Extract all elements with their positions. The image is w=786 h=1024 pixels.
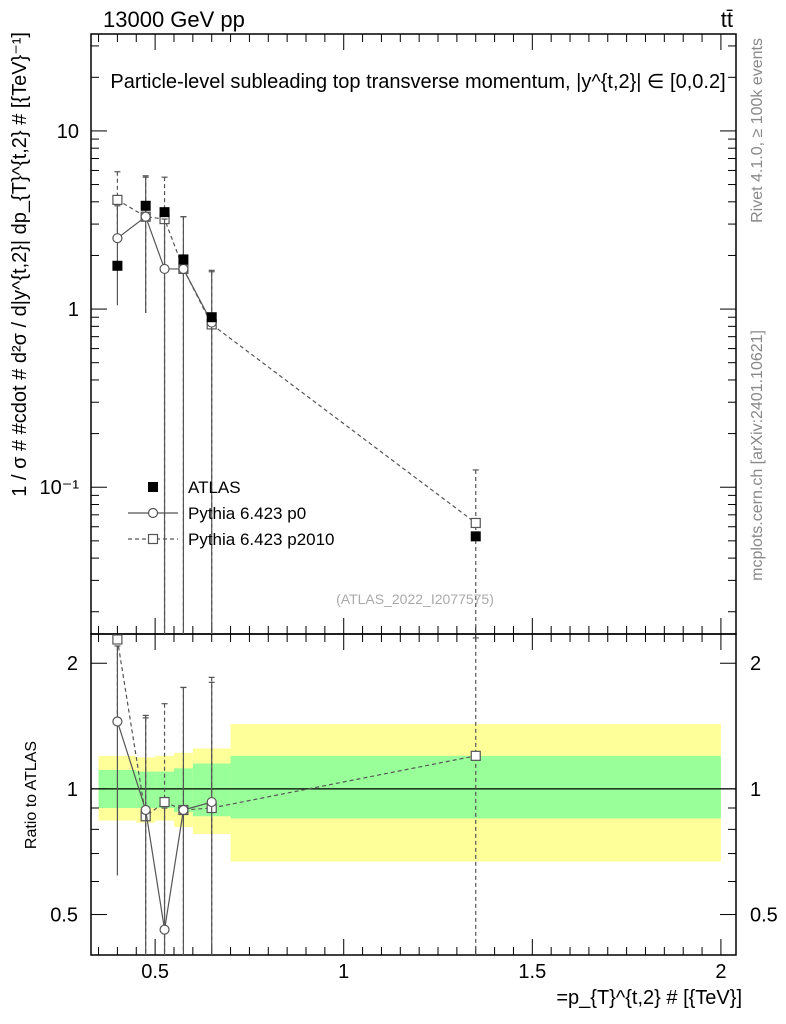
legend-atlas-marker <box>148 482 158 492</box>
main-y-tick-label: 10⁻¹ <box>40 477 80 499</box>
x-tick-label: 1.5 <box>518 961 546 983</box>
main-y-axis-title: 1 / σ # #cdot # d²σ / d|y^{t,2}| dp_{T}^… <box>9 32 31 497</box>
main-atlas-series <box>112 200 481 542</box>
main-atlas-point <box>470 531 481 542</box>
energy-label: 13000 GeV pp <box>103 7 245 32</box>
main-p2010-point <box>112 194 123 206</box>
main-series-layer <box>112 171 481 634</box>
main-p0-point <box>178 263 189 275</box>
x-tick-label: 0.5 <box>141 961 169 983</box>
main-p0-series <box>112 176 217 634</box>
main-axis-ticks: 10 1 10⁻¹ <box>40 34 736 634</box>
mcplots-site-label: mcplots.cern.ch [arXiv:2401.10621] <box>749 330 766 581</box>
main-atlas-point <box>159 207 170 218</box>
main-p2010-point <box>470 517 481 529</box>
ratio-p2010-point <box>112 634 123 645</box>
main-y-tick-label: 1 <box>68 299 79 321</box>
ratio-p0-point <box>112 716 123 727</box>
rivet-version-label: Rivet 4.1.0, ≥ 100k events <box>749 38 766 223</box>
ratio-y-tick-label-left: 2 <box>67 653 78 675</box>
ratio-p0-point <box>206 796 217 808</box>
legend-entry-label: Pythia 6.423 p0 <box>188 504 306 523</box>
ratio-y-tick-label-right: 2 <box>750 653 761 675</box>
ratio-y-tick-label-right: 0.5 <box>750 905 778 927</box>
ratio-y-axis-title: Ratio to ATLAS <box>23 741 40 849</box>
main-y-tick-label: 10 <box>57 121 79 143</box>
ratio-y-tick-label-left: 0.5 <box>50 905 78 927</box>
main-atlas-point <box>112 260 123 271</box>
main-p2010-line <box>117 199 477 524</box>
ratio-p0-point <box>140 804 151 816</box>
ratio-series-layer <box>112 634 481 955</box>
analysis-id: (ATLAS_2022_I2077575) <box>336 591 494 607</box>
ratio-p0-series <box>112 645 217 955</box>
main-p0-point <box>112 233 123 244</box>
main-atlas-point <box>178 254 189 265</box>
x-tick-label: 1 <box>338 961 349 983</box>
legend-p2010-marker <box>147 533 159 545</box>
ratio-axis-ticks: 0.5 1 1.5 2 0.5 0.5 1 1 2 2 <box>50 634 778 983</box>
ratio-p0-point <box>159 924 170 935</box>
main-atlas-point <box>206 312 217 323</box>
x-tick-label: 2 <box>715 961 726 983</box>
ratio-p2010-point <box>470 750 481 761</box>
plot-title: Particle-level subleading top transverse… <box>110 71 725 93</box>
main-p0-point <box>140 211 151 222</box>
ratio-uncertainty-bands <box>98 724 721 862</box>
legend-p0-marker <box>147 507 159 519</box>
legend-entry-label: ATLAS <box>188 478 241 497</box>
legend: ATLAS Pythia 6.423 p0 Pythia 6.423 p2010 <box>128 478 335 549</box>
main-p2010-series <box>112 171 481 634</box>
ratio-y-tick-label-left: 1 <box>67 779 78 801</box>
ratio-panel-frame <box>90 633 737 956</box>
main-p0-point <box>159 263 170 275</box>
legend-entry-label: Pythia 6.423 p2010 <box>188 530 335 549</box>
ratio-y-tick-label-right: 1 <box>750 779 761 801</box>
ratio-p2010-line <box>116 639 476 818</box>
x-axis-title: =p_{T}^{t,2} # [{TeV}] <box>556 987 742 1009</box>
main-atlas-point <box>140 200 151 211</box>
process-label: tt̄ <box>721 7 733 32</box>
ratio-p2010-point <box>159 796 170 808</box>
ratio-p0-point <box>178 804 189 816</box>
